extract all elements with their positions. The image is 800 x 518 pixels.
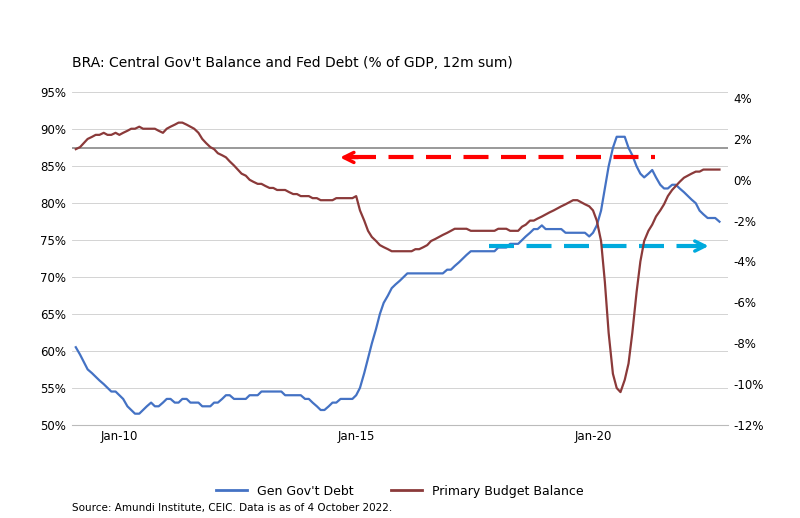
Text: Source: Amundi Institute, CEIC. Data is as of 4 October 2022.: Source: Amundi Institute, CEIC. Data is … (72, 503, 392, 513)
Text: BRA: Central Gov't Balance and Fed Debt (% of GDP, 12m sum): BRA: Central Gov't Balance and Fed Debt … (72, 55, 513, 69)
Legend: Gen Gov't Debt, Primary Budget Balance: Gen Gov't Debt, Primary Budget Balance (211, 480, 589, 502)
